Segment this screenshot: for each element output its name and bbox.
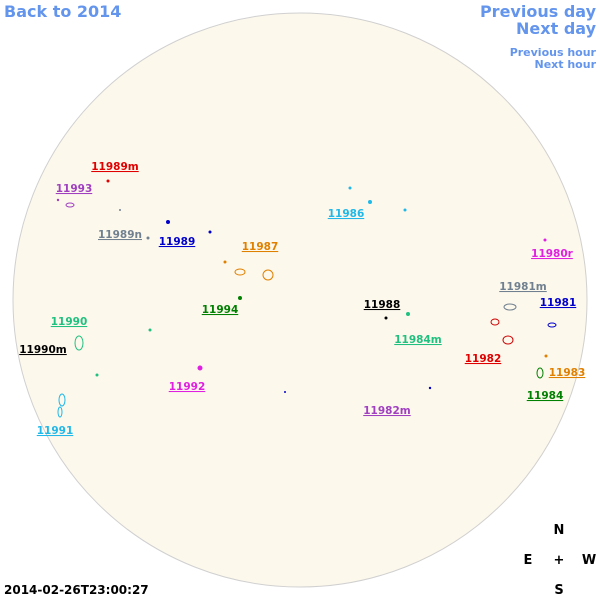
region-label[interactable]: 11981 — [540, 297, 577, 309]
region-label[interactable]: 11980r — [531, 248, 574, 260]
compass-south: S — [554, 583, 563, 598]
region-label[interactable]: 11984 — [527, 390, 564, 402]
compass-east: E — [524, 553, 533, 568]
region-label[interactable]: 11988 — [364, 299, 401, 311]
region-label[interactable]: 11986 — [328, 208, 365, 220]
back-link[interactable]: Back to 2014 — [4, 2, 121, 21]
compass-center: + — [554, 553, 565, 568]
compass-west: W — [582, 553, 596, 568]
region-label[interactable]: 11984m — [394, 334, 442, 346]
region-label[interactable]: 11990 — [51, 316, 88, 328]
timestamp: 2014-02-26T23:00:27 — [4, 583, 149, 597]
sunspots — [56, 179, 557, 418]
region-label[interactable]: 11989 — [159, 236, 196, 248]
next-day-link[interactable]: Next day — [516, 19, 597, 38]
region-label[interactable]: 11990m — [19, 344, 67, 356]
region-label[interactable]: 11987 — [242, 241, 279, 253]
region-label[interactable]: 11983 — [549, 367, 586, 379]
region-label[interactable]: 11982m — [363, 405, 411, 417]
region-label[interactable]: 11992 — [169, 381, 206, 393]
region-label[interactable]: 11981m — [499, 281, 547, 293]
region-label[interactable]: 11982 — [465, 353, 502, 365]
region-label[interactable]: 11994 — [202, 304, 239, 316]
region-label[interactable]: 11991 — [37, 425, 74, 437]
region-label[interactable]: 11989n — [98, 229, 142, 241]
previous-day-link[interactable]: Previous day — [480, 2, 597, 21]
compass-north: N — [554, 523, 565, 538]
region-label[interactable]: 11989m — [91, 161, 139, 173]
next-hour-link[interactable]: Next hour — [535, 58, 597, 71]
region-label[interactable]: 11993 — [56, 183, 93, 195]
previous-hour-link[interactable]: Previous hour — [510, 46, 597, 59]
solar-disk — [12, 12, 588, 588]
